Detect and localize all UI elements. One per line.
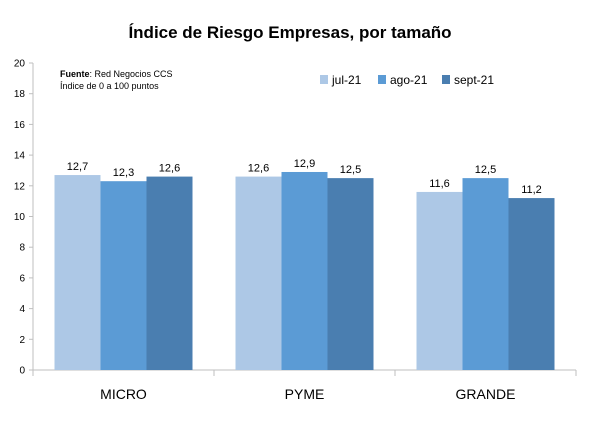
x-category-label: MICRO: [100, 386, 147, 402]
bar: [235, 176, 282, 370]
bar: [100, 181, 147, 370]
y-tick-label: 14: [14, 151, 26, 162]
y-tick-label: 0: [19, 366, 25, 377]
data-label: 12,9: [294, 158, 315, 170]
legend-swatch: [378, 75, 386, 84]
bar: [327, 178, 374, 370]
bar: [146, 176, 193, 370]
y-tick-label: 18: [14, 89, 26, 100]
legend-swatch: [442, 75, 450, 84]
legend-swatch: [320, 75, 328, 84]
data-label: 12,6: [159, 163, 180, 175]
plot-area: 0 2 4 6 8 10 12 14 16 18 20 12,7 12,3 12,6 MICRO 12,6 12…: [14, 59, 577, 402]
legend: jul-21 ago-21 sept-21: [320, 73, 494, 87]
legend-label: sept-21: [454, 73, 494, 87]
y-tick-label: 20: [14, 59, 26, 70]
bar: [54, 175, 101, 370]
data-label: 11,6: [429, 178, 450, 190]
data-label: 12,7: [67, 161, 88, 173]
data-label: 12,5: [340, 164, 361, 176]
data-label: 12,5: [475, 164, 496, 176]
x-category-label: GRANDE: [456, 386, 516, 402]
legend-label: ago-21: [390, 73, 428, 87]
bar: [281, 171, 328, 370]
y-tick-label: 4: [19, 304, 25, 315]
bar: [416, 191, 463, 370]
chart-title: Índice de Riesgo Empresas, por tamaño: [128, 23, 451, 42]
data-label: 12,3: [113, 167, 134, 179]
y-tick-label: 16: [14, 120, 26, 131]
source-note-text: : Red Negocios CCS: [90, 69, 173, 79]
y-tick-label: 12: [14, 181, 26, 192]
y-tick-label: 8: [19, 243, 25, 254]
scale-note: Índice de 0 a 100 puntos: [60, 81, 159, 91]
bar: [462, 178, 509, 370]
y-tick-label: 10: [14, 212, 26, 223]
y-tick-label: 6: [19, 273, 25, 284]
legend-label: jul-21: [331, 73, 362, 87]
y-tick-label: 2: [19, 335, 25, 346]
source-note-label: Fuente: [60, 69, 90, 79]
data-label: 12,6: [248, 163, 269, 175]
source-note: Fuente: Red Negocios CCS: [60, 69, 173, 79]
data-label: 11,2: [521, 184, 542, 196]
x-category-label: PYME: [285, 386, 325, 402]
bar: [508, 198, 555, 370]
